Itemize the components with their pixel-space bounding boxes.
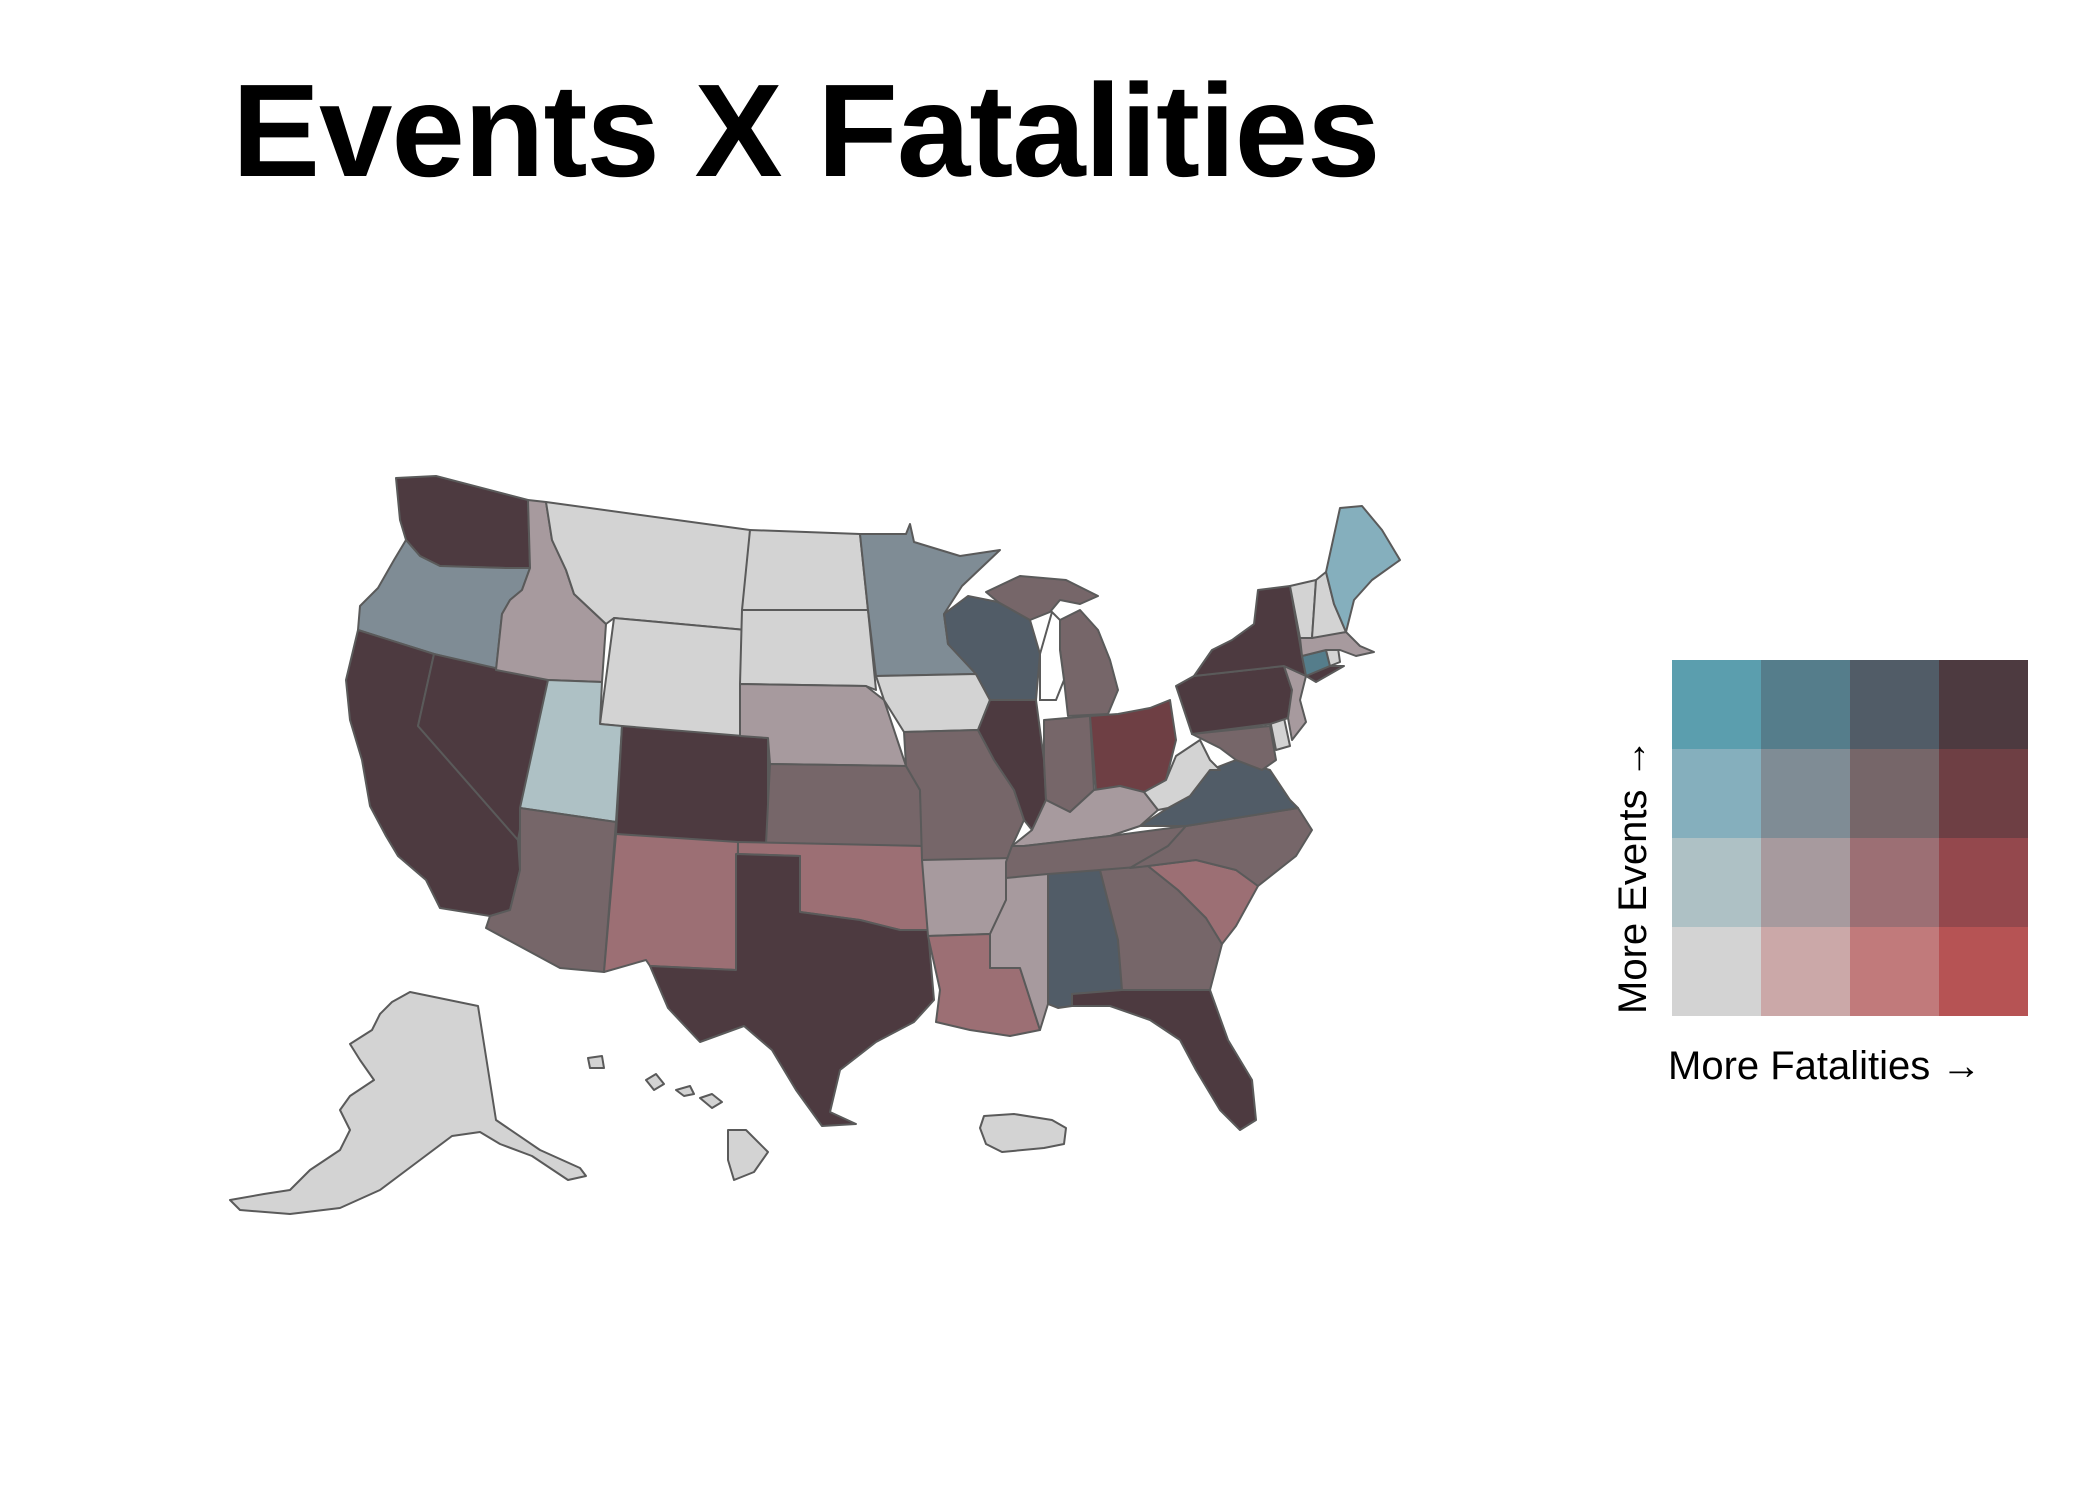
state-ma[interactable] [1299, 631, 1375, 657]
state-pr[interactable] [979, 1113, 1067, 1153]
state-ks[interactable] [765, 763, 923, 847]
state-tx[interactable] [649, 853, 935, 1127]
state-sd[interactable] [739, 609, 877, 691]
state-nc[interactable] [1129, 807, 1313, 887]
legend-cell-e2-f3 [1850, 838, 1939, 927]
legend-cell-e1-f1 [1672, 927, 1761, 1016]
state-nm[interactable] [603, 833, 739, 973]
state-md[interactable] [1191, 725, 1277, 771]
legend-cell-e2-f1 [1672, 838, 1761, 927]
page-title: Events X Fatalities [232, 57, 1380, 204]
legend-cell-e1-f3 [1850, 927, 1939, 1016]
legend-y-axis-label: More Events → [1611, 738, 1655, 1014]
legend-cell-e1-f2 [1761, 927, 1850, 1016]
legend-cell-e3-f1 [1672, 749, 1761, 838]
legend-cell-e4-f3 [1850, 660, 1939, 749]
state-co[interactable] [615, 725, 769, 849]
legend-cell-e3-f3 [1850, 749, 1939, 838]
legend-cell-e3-f4 [1939, 749, 2028, 838]
bivariate-legend [1672, 660, 2028, 1016]
legend-cell-e2-f2 [1761, 838, 1850, 927]
legend-cell-e4-f2 [1761, 660, 1850, 749]
state-hi[interactable] [587, 1055, 769, 1181]
legend-cell-e4-f1 [1672, 660, 1761, 749]
legend-cell-e4-f4 [1939, 660, 2028, 749]
state-nj[interactable] [1283, 665, 1307, 741]
state-wi[interactable] [943, 595, 1041, 701]
state-il[interactable] [977, 699, 1047, 831]
state-me[interactable] [1325, 505, 1401, 633]
lake-michigan [1039, 610, 1066, 701]
legend-cell-e3-f2 [1761, 749, 1850, 838]
legend-cell-e2-f4 [1939, 838, 2028, 927]
state-wy[interactable] [599, 617, 747, 739]
state-nd[interactable] [741, 529, 869, 611]
state-wv[interactable] [1143, 739, 1221, 811]
legend-x-axis-label: More Fatalities → [1668, 1044, 1982, 1088]
state-ia[interactable] [875, 673, 991, 733]
legend-cell-e1-f4 [1939, 927, 2028, 1016]
state-fl[interactable] [1071, 989, 1257, 1131]
state-ak[interactable] [229, 991, 587, 1215]
